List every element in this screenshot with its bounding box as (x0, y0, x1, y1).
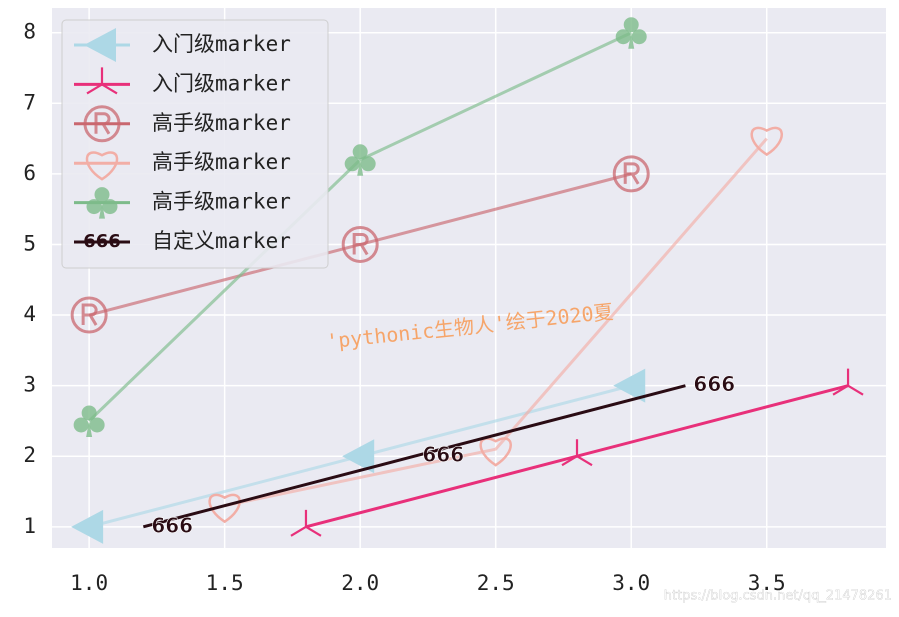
marker-shape (360, 156, 376, 172)
marker: 666 (422, 442, 464, 467)
legend-label: 高手级marker (152, 111, 291, 135)
series-line (88, 31, 632, 423)
marker-shape (615, 29, 631, 45)
x-tick-label: 1.0 (70, 571, 108, 595)
marker (85, 151, 119, 181)
marker (561, 439, 593, 467)
marker: 666 (151, 513, 193, 538)
legend-label: 入门级marker (152, 71, 291, 95)
marker-shape (612, 155, 650, 193)
marker-shape (631, 29, 647, 45)
legend-box (61, 19, 329, 269)
marker-shape (86, 199, 102, 215)
y-tick-label: 8 (23, 20, 36, 44)
marker-shape (623, 17, 639, 33)
legend-label: 高手级marker (152, 190, 291, 214)
x-tick-label: 1.5 (206, 571, 244, 595)
marker-text: 666 (151, 513, 193, 537)
marker (612, 155, 650, 193)
marker (83, 105, 121, 143)
marker-shape (352, 144, 368, 160)
marker-shape (628, 32, 635, 49)
marker-shape (70, 296, 108, 334)
legend-label: 自定义marker (152, 229, 291, 253)
y-tick-label: 4 (23, 302, 36, 326)
y-tick-label: 7 (23, 90, 36, 114)
marker (73, 405, 105, 437)
marker-shape (94, 187, 110, 203)
marker (479, 437, 512, 467)
marker-text: 666 (422, 443, 464, 467)
y-tick-label: 5 (23, 231, 36, 255)
marker-text: 666 (693, 372, 735, 396)
marker-shape (341, 225, 379, 263)
marker-shape (102, 199, 118, 215)
marker (86, 187, 118, 219)
marker (70, 296, 108, 334)
series-line (224, 137, 768, 508)
legend-marker: 666 (83, 231, 121, 252)
legend-label: 高手级marker (152, 150, 291, 174)
y-tick-label: 2 (23, 443, 36, 467)
marker-shape (81, 303, 98, 326)
x-tick-label: 3.5 (748, 571, 786, 595)
marker (750, 126, 783, 157)
marker (832, 368, 864, 396)
marker-shape (623, 162, 640, 185)
legend-label: 入门级marker (152, 32, 291, 56)
marker-shape (89, 417, 105, 433)
marker-shape (71, 509, 104, 544)
marker-shape (84, 28, 116, 62)
y-tick-label: 6 (23, 161, 36, 185)
marker: 666 (693, 372, 735, 397)
marker (86, 67, 118, 95)
marker-shape (342, 439, 375, 474)
watermark: https://blog.csdn.net/qq_21478261 (664, 589, 892, 604)
marker-shape (81, 405, 97, 421)
marker-shape (83, 105, 121, 143)
marker (615, 17, 647, 49)
marker-shape (613, 368, 646, 403)
series-line (142, 384, 686, 529)
marker-shape (344, 156, 360, 172)
x-tick-label: 2.0 (341, 571, 379, 595)
marker-shape (73, 417, 89, 433)
marker-shape (86, 420, 93, 437)
marker (342, 439, 375, 474)
marker (344, 144, 376, 176)
y-tick-label: 1 (23, 514, 36, 538)
marker-shape (352, 232, 369, 256)
marker (290, 509, 322, 537)
marker (341, 225, 379, 263)
x-tick-label: 2.5 (477, 571, 515, 595)
marker (84, 28, 116, 62)
y-tick-label: 3 (23, 373, 36, 397)
marker-shape (290, 509, 322, 537)
marker-shape (99, 202, 105, 219)
marker-shape (832, 368, 864, 396)
marker-shape (357, 159, 364, 176)
marker-shape (561, 439, 593, 467)
marker (613, 368, 646, 403)
marker-shape (94, 112, 111, 135)
marker-shape (86, 67, 118, 95)
marker-shape (85, 151, 119, 181)
marker-shape (479, 437, 512, 467)
marker (71, 509, 104, 544)
marker-shape (750, 126, 783, 157)
x-tick-label: 3.0 (612, 571, 650, 595)
